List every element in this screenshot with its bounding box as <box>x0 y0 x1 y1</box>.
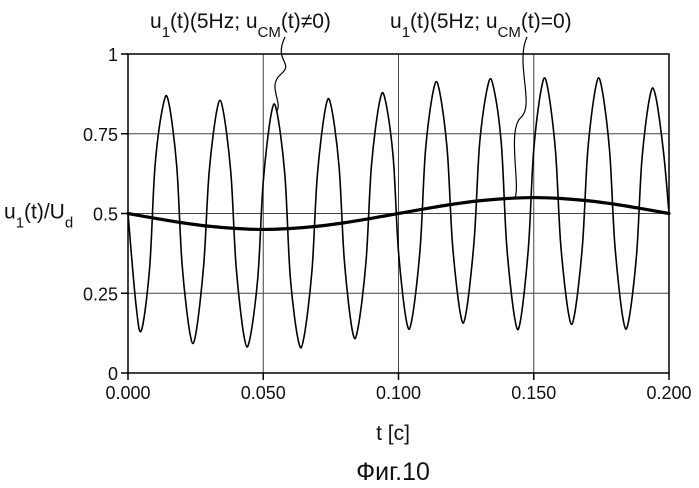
label-part: u <box>4 201 16 224</box>
ticks: 0.000 0.050 0.100 0.150 0.200 0 0.25 0.5 0.75 1 <box>83 45 692 403</box>
y-tick-label: 0.5 <box>93 205 118 225</box>
label-part: u <box>390 10 402 33</box>
x-tick-label: 0.200 <box>646 383 691 403</box>
label-part: u <box>150 10 162 33</box>
label-part: (t)≠0) <box>281 10 331 33</box>
x-axis-label: t [c] <box>376 422 410 445</box>
x-tick-label: 0.100 <box>376 383 421 403</box>
label-part: 1 <box>16 214 24 231</box>
annotation-leader-ann2 <box>514 37 527 198</box>
y-tick-label: 0.75 <box>83 125 118 145</box>
label-part: (t)(5Hz; u <box>410 10 498 33</box>
figure-caption: Фиг.10 <box>356 458 430 486</box>
y-tick-label: 1 <box>108 45 118 65</box>
label-part: CM <box>258 24 281 41</box>
label-part: 1 <box>162 24 170 41</box>
annotation-leader-ann1 <box>275 37 286 111</box>
annotation-ann1: u1(t)(5Hz; uCM(t)≠0) <box>150 10 331 41</box>
annotations: u1(t)(5Hz; uCM(t)≠0)u1(t)(5Hz; uCM(t)=0) <box>150 10 572 198</box>
label-part: (t)=0) <box>521 10 572 33</box>
x-tick-label: 0.000 <box>105 383 150 403</box>
annotation-ann2: u1(t)(5Hz; uCM(t)=0) <box>390 10 572 41</box>
x-tick-label: 0.150 <box>511 383 556 403</box>
label-part: 1 <box>402 24 410 41</box>
label-part: d <box>65 214 73 231</box>
y-tick-label: 0.25 <box>83 284 118 304</box>
label-part: (t)/U <box>24 201 65 224</box>
y-axis-label: u1(t)/Ud <box>4 201 73 232</box>
label-part: CM <box>498 24 521 41</box>
label-part: (t)(5Hz; u <box>170 10 258 33</box>
y-tick-label: 0 <box>108 364 118 384</box>
x-tick-label: 0.050 <box>241 383 286 403</box>
